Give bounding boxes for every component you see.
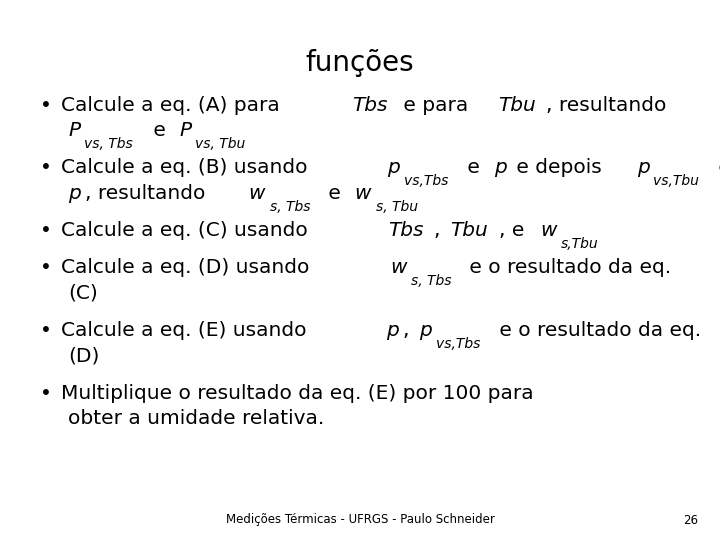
Text: Tbs: Tbs [388,221,423,240]
Text: e para: e para [397,96,475,114]
Text: ,: , [433,221,446,240]
Text: , resultando: , resultando [546,96,667,114]
Text: P: P [179,121,192,140]
Text: funções: funções [306,49,414,77]
Text: vs, Tbu: vs, Tbu [195,137,246,151]
Text: •: • [40,96,51,114]
Text: Tbu: Tbu [498,96,536,114]
Text: p: p [419,321,432,340]
Text: vs,Tbu: vs,Tbu [653,174,699,188]
Text: Calcule a eq. (A) para: Calcule a eq. (A) para [61,96,287,114]
Text: , resultando: , resultando [85,184,212,202]
Text: •: • [40,258,51,277]
Text: , e: , e [499,221,531,240]
Text: e: e [322,184,347,202]
Text: Multiplique o resultado da eq. (E) por 100 para: Multiplique o resultado da eq. (E) por 1… [61,383,534,402]
Text: •: • [40,383,51,402]
Text: p: p [637,158,649,177]
Text: Medições Térmicas - UFRGS - Paulo Schneider: Medições Térmicas - UFRGS - Paulo Schnei… [225,514,495,526]
Text: w: w [354,184,371,202]
Text: Tbu: Tbu [450,221,488,240]
Text: (D): (D) [68,346,100,365]
Text: P: P [68,121,81,140]
Text: e o resultado da eq.: e o resultado da eq. [464,258,672,277]
Text: p: p [387,158,400,177]
Text: •: • [40,321,51,340]
Text: Calcule a eq. (B) usando: Calcule a eq. (B) usando [61,158,314,177]
Text: w: w [540,221,557,240]
Text: 26: 26 [683,514,698,526]
Text: s, Tbs: s, Tbs [270,200,310,214]
Text: w: w [248,184,265,202]
Text: p: p [386,321,399,340]
Text: vs,Tbs: vs,Tbs [436,337,480,351]
Text: ,: , [402,321,415,340]
Text: vs, Tbs: vs, Tbs [84,137,132,151]
Text: e: e [713,158,720,177]
Text: e: e [462,158,487,177]
Text: e depois: e depois [510,158,608,177]
Text: Calcule a eq. (C) usando: Calcule a eq. (C) usando [61,221,315,240]
Text: e o resultado da eq.: e o resultado da eq. [493,321,701,340]
Text: obter a umidade relativa.: obter a umidade relativa. [68,409,325,428]
Text: e: e [147,121,172,140]
Text: •: • [40,158,51,177]
Text: p: p [68,184,81,202]
Text: •: • [40,221,51,240]
Text: Calcule a eq. (E) usando: Calcule a eq. (E) usando [61,321,313,340]
Text: Calcule a eq. (D) usando: Calcule a eq. (D) usando [61,258,316,277]
Text: s, Tbu: s, Tbu [376,200,418,214]
Text: vs,Tbs: vs,Tbs [404,174,449,188]
Text: s,Tbu: s,Tbu [561,237,599,251]
Text: w: w [390,258,406,277]
Text: (C): (C) [68,284,98,302]
Text: s, Tbs: s, Tbs [411,274,451,288]
Text: p: p [494,158,507,177]
Text: Tbs: Tbs [351,96,387,114]
